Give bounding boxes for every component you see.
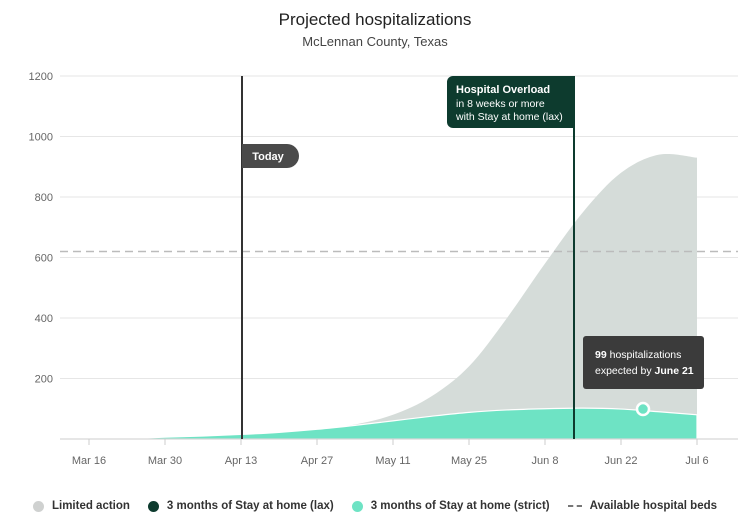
tooltip-box <box>583 336 704 389</box>
y-tick-label-400: 400 <box>35 313 53 325</box>
x-tick-label-3: Apr 27 <box>301 455 333 467</box>
legend-label-strict: 3 months of Stay at home (strict) <box>370 500 550 512</box>
y-tick-label-1200: 1200 <box>29 71 53 83</box>
tooltip-line1: 99 hospitalizations <box>595 349 681 361</box>
legend-label-lax: 3 months of Stay at home (lax) <box>166 500 334 512</box>
legend-item-beds[interactable]: Available hospital beds <box>567 500 718 512</box>
chart-title: Projected hospitalizations <box>278 10 472 29</box>
overload-title: Hospital Overload <box>456 84 550 96</box>
x-tick-label-6: Jun 8 <box>532 455 559 467</box>
area-stay-home-strict <box>50 407 698 440</box>
area-limited-action <box>51 153 697 440</box>
legend-item-strict[interactable]: 3 months of Stay at home (strict) <box>351 500 550 512</box>
y-tick-label-1000: 1000 <box>29 132 53 144</box>
x-tick-label-2: Apr 13 <box>225 455 257 467</box>
hospitalizations-chart: 200 400 600 800 1000 1200 Mar 16 Mar 30 Apr 13 Ap… <box>29 71 738 467</box>
legend-item-limited[interactable]: Limited action <box>32 500 130 512</box>
legend-swatch-limited <box>32 500 44 512</box>
legend-swatch-beds <box>567 505 582 507</box>
y-tick-label-200: 200 <box>35 374 53 386</box>
x-tick-label-7: Jun 22 <box>604 455 637 467</box>
chart-legend: Limited action 3 months of Stay at home … <box>0 500 750 512</box>
overload-line2: with Stay at home (lax) <box>455 111 563 123</box>
y-tick-label-800: 800 <box>35 192 53 204</box>
today-label: Today <box>252 151 284 163</box>
highlight-point <box>635 401 651 417</box>
x-tick-label-1: Mar 30 <box>148 455 182 467</box>
legend-label-beds: Available hospital beds <box>589 500 718 512</box>
legend-item-lax[interactable]: 3 months of Stay at home (lax) <box>147 500 334 512</box>
legend-label-limited: Limited action <box>51 500 130 512</box>
legend-swatch-lax <box>147 500 159 512</box>
x-tick-label-0: Mar 16 <box>72 455 106 467</box>
y-tick-label-600: 600 <box>35 253 53 265</box>
tooltip-line2: expected by June 21 <box>595 365 694 377</box>
overload-label-box <box>447 76 574 128</box>
x-tick-label-8: Jul 6 <box>685 455 708 467</box>
today-label-box <box>242 144 299 168</box>
legend-swatch-strict <box>351 500 363 512</box>
x-tick-label-4: May 11 <box>375 455 410 467</box>
overload-line1: in 8 weeks or more <box>456 98 545 110</box>
chart-subtitle: McLennan County, Texas <box>302 34 448 49</box>
x-tick-label-5: May 25 <box>451 455 487 467</box>
